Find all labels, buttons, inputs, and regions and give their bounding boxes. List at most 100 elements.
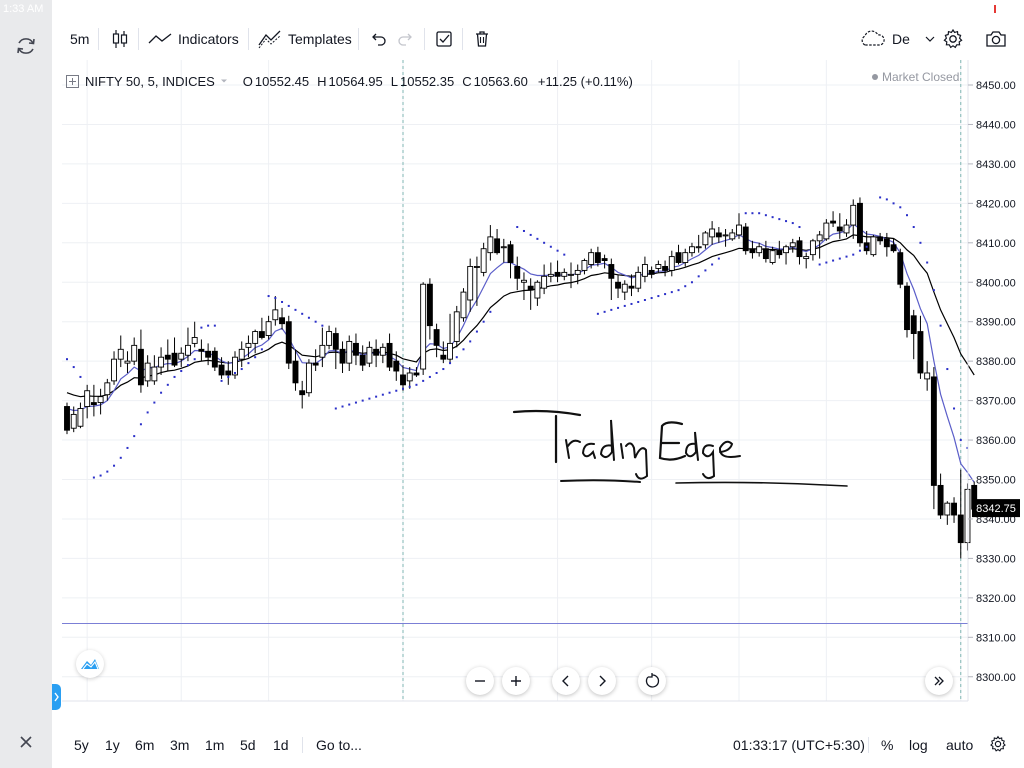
- scroll-left-button[interactable]: [552, 667, 580, 695]
- time-axis[interactable]: 12:0013:0014:002411:0012:0013:0014:0025: [62, 700, 968, 705]
- candle-up: [77, 408, 84, 427]
- percent-toggle[interactable]: %: [881, 737, 894, 753]
- cloud-icon: [861, 30, 885, 46]
- psar-dot: [522, 229, 525, 232]
- candle-up: [406, 372, 413, 382]
- chart-type-button[interactable]: [110, 26, 130, 52]
- range-5d[interactable]: 5d: [240, 737, 256, 753]
- indicators-button[interactable]: Indicators: [148, 26, 239, 52]
- settings-button[interactable]: [942, 26, 964, 52]
- range-1y[interactable]: 1y: [105, 737, 120, 753]
- scroll-right-button[interactable]: [588, 667, 616, 695]
- interval-button[interactable]: 5m: [70, 26, 89, 52]
- price-tick-label: 8430.00: [976, 159, 1016, 171]
- caret-down-icon[interactable]: [219, 76, 229, 86]
- psar-dot: [650, 297, 653, 300]
- log-toggle[interactable]: log: [909, 737, 928, 753]
- candle-up: [655, 264, 662, 269]
- psar-dot: [126, 446, 129, 449]
- candle-down: [353, 342, 359, 356]
- candle-down: [615, 281, 621, 289]
- price-tick-label: 8380.00: [976, 356, 1016, 368]
- psar-dot: [321, 324, 324, 327]
- candle-up: [144, 362, 151, 382]
- candle-down: [776, 250, 783, 256]
- psar-dot: [704, 269, 707, 272]
- candle-up: [500, 246, 507, 249]
- moving-averages: [66, 223, 975, 483]
- range-1m[interactable]: 1m: [205, 737, 225, 753]
- candle-up: [272, 309, 279, 321]
- psar-dot: [657, 295, 660, 298]
- screenshot-button[interactable]: [984, 26, 1008, 52]
- reset-icon: [645, 673, 660, 688]
- candle-down: [836, 226, 843, 232]
- recording-indicator: [994, 5, 996, 13]
- candle-down: [64, 406, 70, 431]
- expand-legend-icon[interactable]: [66, 74, 79, 88]
- psar-dot: [845, 255, 848, 258]
- psar-dot: [247, 362, 250, 365]
- psar-dot: [422, 379, 425, 382]
- range-1d[interactable]: 1d: [273, 737, 289, 753]
- psar-dot: [72, 366, 75, 369]
- candle-up: [366, 346, 373, 364]
- trash-icon: [476, 31, 488, 47]
- candle-up: [682, 252, 689, 263]
- delete-button[interactable]: [472, 26, 492, 52]
- chart-guides: [62, 60, 968, 701]
- goto-button[interactable]: Go to...: [316, 737, 362, 753]
- refresh-button[interactable]: [12, 32, 40, 60]
- candle-up: [641, 264, 648, 277]
- candle-down: [930, 376, 937, 486]
- chart-settings-button[interactable]: [989, 735, 1007, 756]
- symbol-name[interactable]: NIFTY 50, 5, INDICES: [85, 73, 215, 89]
- candle-down: [742, 226, 749, 252]
- psar-dot: [946, 368, 949, 371]
- close-button[interactable]: [14, 730, 38, 754]
- candle-down: [218, 364, 225, 376]
- price-chart[interactable]: 8450.00 8440.00 8430.00 8420.00 8410.00 8400.…: [62, 60, 1024, 705]
- logo-button[interactable]: [76, 650, 104, 678]
- candle-down: [393, 360, 400, 372]
- candle-down: [258, 331, 265, 338]
- psar-dot: [294, 308, 297, 311]
- candle-up: [245, 342, 252, 348]
- candle-down: [957, 514, 964, 544]
- redo-button[interactable]: [396, 26, 416, 52]
- price-axis[interactable]: 8450.00 8440.00 8430.00 8420.00 8410.00 8400.…: [967, 60, 1016, 701]
- scroll-to-realtime-button[interactable]: [925, 667, 953, 695]
- range-6m[interactable]: 6m: [135, 737, 155, 753]
- zoom-out-button[interactable]: [466, 667, 494, 695]
- templates-button[interactable]: Templates: [258, 26, 352, 52]
- reset-chart-button[interactable]: [638, 667, 666, 695]
- psar-dot: [556, 249, 559, 252]
- psar-dot: [408, 385, 411, 388]
- save-layout-button[interactable]: [434, 26, 454, 52]
- auto-toggle[interactable]: auto: [946, 737, 974, 753]
- ema-fast-line: [66, 223, 975, 483]
- price-tick-label: 8410.00: [976, 238, 1016, 250]
- psar-dot: [953, 407, 956, 410]
- candle-up: [870, 236, 877, 256]
- candle-up: [487, 236, 494, 254]
- psar-dot: [475, 330, 478, 333]
- clock-label[interactable]: 01:33:17 (UTC+5:30): [733, 737, 865, 753]
- candle-up: [695, 246, 702, 249]
- range-5y[interactable]: 5y: [74, 737, 89, 753]
- undo-button[interactable]: [368, 26, 388, 52]
- candle-up: [850, 204, 857, 226]
- zoom-in-button[interactable]: [502, 667, 530, 695]
- candle-up: [709, 228, 716, 238]
- candle-up: [185, 344, 191, 356]
- cloud-save-button[interactable]: De: [858, 26, 936, 52]
- psar-dot: [402, 387, 404, 390]
- candle-down: [164, 354, 171, 360]
- toolbar-separator: [248, 28, 249, 50]
- sidebar-expand-handle[interactable]: [52, 684, 61, 710]
- chevron-down-icon: [925, 36, 935, 42]
- psar-dot: [173, 375, 176, 378]
- range-3m[interactable]: 3m: [170, 737, 190, 753]
- candle-up: [305, 362, 312, 394]
- undo-icon: [372, 33, 386, 46]
